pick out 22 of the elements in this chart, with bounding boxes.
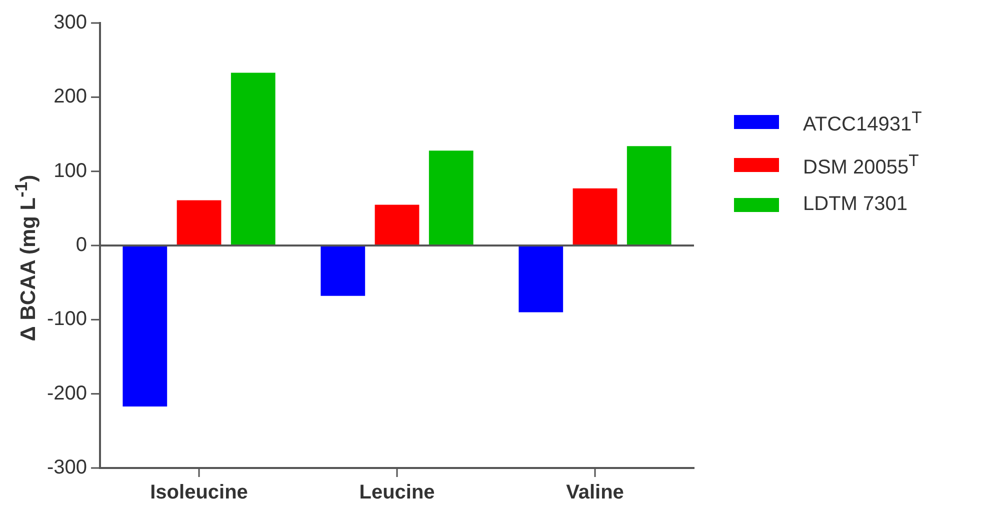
- y-tick-label: -100: [47, 308, 88, 330]
- bar: [176, 200, 222, 246]
- y-tick-label: 200: [54, 86, 88, 108]
- legend-label: DSM 20055$^{T}$: [803, 150, 919, 180]
- y-tick-label: -200: [47, 382, 88, 404]
- x-tick-label: Leucine: [359, 482, 435, 504]
- bar: [230, 72, 276, 246]
- legend-label: ATCC14931$^{T}$: [803, 108, 922, 137]
- y-tick-label: -300: [47, 456, 88, 479]
- y-tick-label: 300: [54, 12, 88, 34]
- bar: [518, 246, 564, 312]
- bar: [320, 246, 366, 296]
- legend-label: LDTM 7301: [803, 193, 908, 216]
- bar: [626, 146, 672, 246]
- bar: [374, 204, 420, 246]
- x-tick-label: Valine: [566, 482, 624, 504]
- y-tick-label: 100: [54, 160, 88, 182]
- bar: [428, 150, 474, 246]
- y-tick-label: 0: [76, 234, 88, 256]
- bar: [572, 188, 618, 246]
- bar: [122, 246, 168, 406]
- x-tick-label: Isoleucine: [150, 482, 248, 504]
